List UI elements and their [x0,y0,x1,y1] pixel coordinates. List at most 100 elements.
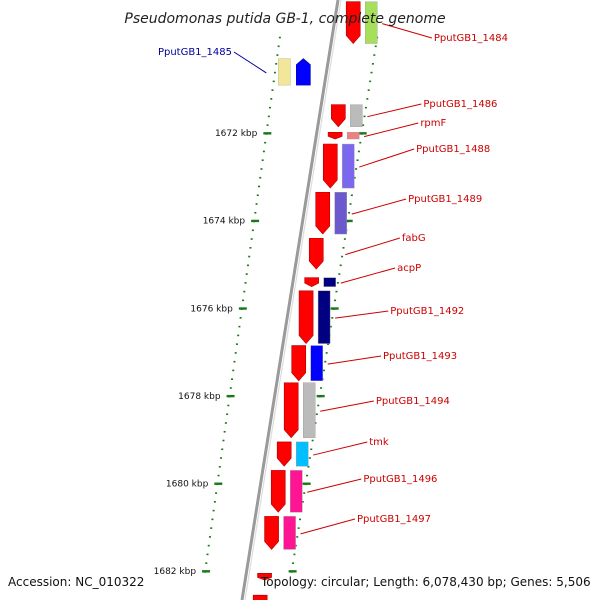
major-tick-right [358,132,367,135]
gene-label-PputGB1_1496[interactable]: PputGB1_1496 [363,474,437,485]
major-tick-right [288,570,297,573]
minor-tick [335,290,338,293]
gene-label-PputGB1_1486[interactable]: PputGB1_1486 [423,99,497,110]
minor-tick [211,518,214,521]
gene-label-PputGB1_1488[interactable]: PputGB1_1488 [416,144,490,155]
minor-tick [276,54,279,56]
minor-tick [348,211,351,214]
minor-tick [269,106,272,109]
gene-arrow-unnamed[interactable] [252,594,268,600]
gene-label-rpmF[interactable]: rpmF [420,118,446,129]
minor-tick [219,457,222,459]
major-tick-right [302,482,311,485]
minor-tick [314,422,317,424]
minor-tick [299,518,302,521]
cog-box-acpP[interactable] [323,277,336,287]
gene-label-PputGB1_1489[interactable]: PputGB1_1489 [408,194,482,205]
leader-line [313,441,368,456]
minor-tick [370,71,373,74]
leader-line [307,478,362,493]
minor-tick [246,264,249,267]
major-tick [238,307,247,310]
cog-box-PputGB1_1485[interactable] [278,58,291,86]
gene-arrow-tmk[interactable] [276,441,292,467]
cog-box-PputGB1_1496[interactable] [290,470,303,513]
gene-arrow-rpmF[interactable] [327,131,343,140]
minor-tick [229,387,232,389]
gene-arrow-PputGB1_1496[interactable] [270,470,286,513]
gene-label-tmk[interactable]: tmk [369,437,389,448]
minor-tick [238,325,241,328]
minor-tick [250,238,253,240]
gene-arrow-PputGB1_1488[interactable] [322,143,338,189]
cog-box-tmk[interactable] [295,441,309,467]
leader-line [320,400,374,412]
gene-arrow-PputGB1_1485[interactable] [296,58,311,86]
gene-label-PputGB1_1494[interactable]: PputGB1_1494 [376,396,450,407]
minor-tick [371,63,374,65]
cog-box-PputGB1_1497[interactable] [283,516,296,550]
minor-tick [355,168,358,170]
minor-tick [273,71,276,74]
cog-box-PputGB1_1493[interactable] [310,345,323,381]
minor-tick [359,141,362,144]
minor-tick [243,290,246,293]
gene-arrow-PputGB1_1493[interactable] [291,345,307,382]
gene-label-PputGB1_1492[interactable]: PputGB1_1492 [390,306,464,317]
gene-label-fabG[interactable]: fabG [402,233,426,244]
minor-tick [231,378,234,380]
minor-tick [222,439,225,442]
leader-line [340,267,396,284]
genes-layer[interactable] [252,1,378,600]
backbone-layer [240,0,342,600]
cog-box-PputGB1_1484[interactable] [365,1,378,44]
minor-tick [307,466,310,468]
gene-arrow-PputGB1_1494[interactable] [283,382,299,439]
gene-labels-layer[interactable]: PputGB1_1484 PputGB1_1485 PputGB1_1486 rpmF… [158,23,508,535]
gene-label-PputGB1_1485[interactable]: PputGB1_1485 [158,47,232,58]
minor-tick [251,229,254,232]
minor-tick [356,159,359,161]
minor-tick [311,439,314,442]
minor-tick [322,369,325,372]
minor-tick [373,54,376,56]
minor-tick [235,343,238,345]
cog-box-PputGB1_1494[interactable] [303,382,316,438]
cog-box-rpmF[interactable] [346,132,360,140]
gene-arrow-acpP[interactable] [304,277,319,287]
minor-tick [327,343,330,345]
minor-tick [234,352,237,354]
gene-arrow-unnamed[interactable] [257,573,272,581]
cog-box-PputGB1_1486[interactable] [350,104,363,127]
minor-tick [261,159,264,161]
minor-tick [277,45,280,48]
minor-tick [258,185,261,188]
minor-tick [272,80,275,83]
gene-arrow-PputGB1_1489[interactable] [315,191,331,235]
gene-label-acpP[interactable]: acpP [397,263,421,274]
kbp-tick-label: 1674 kbp [203,217,246,227]
minor-tick [233,360,236,363]
gene-arrow-PputGB1_1486[interactable] [331,104,346,128]
gene-arrow-PputGB1_1484[interactable] [345,1,361,44]
kbp-ticks-layer: 1672 kbp 1674 kbp 1676 kbp 1678 kbp 1680 kbp… [154,129,367,577]
minor-tick [256,194,259,197]
minor-tick [317,404,320,407]
gene-label-PputGB1_1497[interactable]: PputGB1_1497 [357,514,431,525]
gene-arrow-PputGB1_1492[interactable] [298,290,314,345]
minor-tick [239,317,242,319]
backbone-line [240,0,340,600]
minor-tick [325,352,328,354]
gene-label-PputGB1_1484[interactable]: PputGB1_1484 [434,33,508,44]
minor-tick [369,80,372,83]
gene-label-PputGB1_1493[interactable]: PputGB1_1493 [383,351,457,362]
gene-arrow-fabG[interactable] [308,237,324,270]
minor-tick [324,360,327,363]
cog-box-PputGB1_1492[interactable] [317,290,331,344]
gene-arrow-PputGB1_1497[interactable] [264,516,279,550]
minor-tick [245,273,248,275]
leader-line [364,122,419,138]
cog-box-PputGB1_1488[interactable] [342,143,355,189]
cog-box-PputGB1_1489[interactable] [334,192,347,235]
